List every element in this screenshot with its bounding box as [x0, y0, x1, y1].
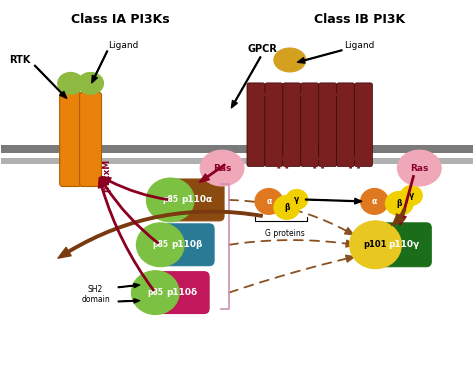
- FancyArrowPatch shape: [231, 57, 261, 108]
- Text: γ: γ: [294, 195, 300, 204]
- Text: p110γ: p110γ: [388, 240, 419, 249]
- FancyArrowPatch shape: [35, 65, 67, 98]
- Text: GPCR: GPCR: [248, 43, 278, 53]
- Ellipse shape: [274, 48, 306, 72]
- Text: Ras: Ras: [213, 164, 231, 173]
- Text: pYxxM: pYxxM: [102, 158, 111, 192]
- Ellipse shape: [146, 178, 194, 222]
- Text: G proteins: G proteins: [265, 229, 305, 238]
- FancyBboxPatch shape: [319, 83, 337, 167]
- Ellipse shape: [401, 186, 422, 206]
- Text: p110β: p110β: [172, 240, 203, 249]
- Bar: [1, 158, 473, 164]
- FancyArrowPatch shape: [92, 51, 108, 83]
- Text: p101: p101: [364, 240, 387, 249]
- Ellipse shape: [200, 150, 244, 186]
- FancyBboxPatch shape: [355, 83, 373, 167]
- Text: Ras: Ras: [410, 164, 428, 173]
- Text: α: α: [266, 197, 272, 206]
- Text: p85: p85: [162, 196, 178, 204]
- FancyArrowPatch shape: [346, 255, 355, 262]
- Text: Class IB PI3K: Class IB PI3K: [314, 13, 405, 26]
- FancyBboxPatch shape: [155, 272, 209, 313]
- FancyBboxPatch shape: [247, 83, 265, 167]
- FancyArrowPatch shape: [392, 209, 406, 225]
- Bar: [1, 145, 473, 152]
- Text: SH2
domain: SH2 domain: [81, 285, 110, 304]
- FancyArrowPatch shape: [345, 228, 354, 235]
- Ellipse shape: [361, 188, 388, 214]
- Text: β: β: [284, 203, 290, 212]
- FancyBboxPatch shape: [375, 223, 431, 267]
- Ellipse shape: [78, 72, 103, 94]
- FancyArrowPatch shape: [306, 198, 362, 204]
- Ellipse shape: [385, 191, 413, 216]
- Text: p110δ: p110δ: [167, 288, 198, 297]
- FancyBboxPatch shape: [337, 83, 355, 167]
- Ellipse shape: [137, 223, 184, 267]
- FancyArrowPatch shape: [58, 210, 263, 258]
- FancyBboxPatch shape: [301, 83, 319, 167]
- FancyArrowPatch shape: [399, 175, 414, 225]
- FancyArrowPatch shape: [118, 299, 139, 303]
- FancyArrowPatch shape: [200, 164, 225, 183]
- Ellipse shape: [58, 72, 83, 94]
- Text: p85: p85: [152, 240, 168, 249]
- Ellipse shape: [350, 221, 401, 269]
- FancyBboxPatch shape: [170, 179, 224, 221]
- FancyArrowPatch shape: [100, 177, 158, 244]
- FancyArrowPatch shape: [101, 177, 168, 200]
- Text: Class IA PI3Ks: Class IA PI3Ks: [71, 13, 170, 26]
- FancyBboxPatch shape: [265, 83, 283, 167]
- Ellipse shape: [274, 196, 300, 219]
- Text: β: β: [397, 199, 402, 208]
- Text: α: α: [372, 197, 377, 206]
- Text: Ligand: Ligand: [345, 41, 375, 50]
- Text: RTK: RTK: [9, 56, 30, 65]
- FancyArrowPatch shape: [99, 178, 154, 291]
- Text: Ligand: Ligand: [109, 41, 139, 50]
- FancyBboxPatch shape: [60, 92, 82, 187]
- FancyArrowPatch shape: [118, 283, 140, 288]
- Ellipse shape: [286, 190, 308, 209]
- FancyBboxPatch shape: [160, 224, 214, 266]
- FancyArrowPatch shape: [346, 240, 355, 247]
- FancyBboxPatch shape: [80, 92, 101, 187]
- Text: p85: p85: [147, 288, 164, 297]
- Ellipse shape: [255, 188, 283, 214]
- FancyArrowPatch shape: [298, 50, 342, 63]
- FancyBboxPatch shape: [283, 83, 301, 167]
- Ellipse shape: [131, 271, 179, 315]
- Ellipse shape: [397, 150, 441, 186]
- Text: γ: γ: [409, 191, 414, 200]
- Text: p110α: p110α: [182, 196, 213, 204]
